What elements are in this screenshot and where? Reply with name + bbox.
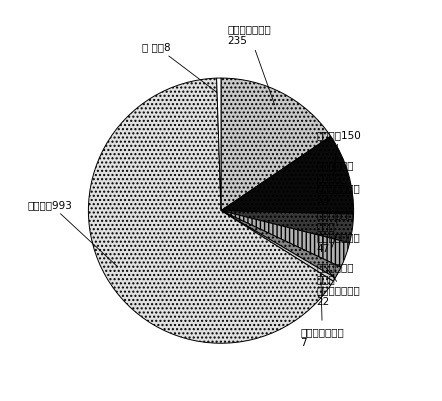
Text: 不 明，8: 不 明，8	[142, 43, 217, 93]
Text: 魚介類加工品，
7: 魚介類加工品， 7	[301, 274, 344, 348]
Text: 肉類及びその
加工品
（肉類＊１），
47: 肉類及びその 加工品 （肉類＊１）， 47	[316, 209, 360, 253]
Text: 複合調理食品，
235: 複合調理食品， 235	[228, 24, 275, 106]
Wedge shape	[221, 211, 350, 267]
Text: 穀類及びその
加工品
（穀類＊２），
22: 穀類及びその 加工品 （穀類＊２）， 22	[316, 261, 360, 306]
Wedge shape	[221, 211, 335, 282]
Wedge shape	[88, 79, 333, 343]
Wedge shape	[217, 79, 221, 211]
Wedge shape	[221, 211, 341, 278]
Text: その他，993: その他，993	[27, 200, 118, 267]
Wedge shape	[221, 137, 354, 215]
Text: 野菜類及びそ
の加工品
（野菜＊３），
53: 野菜類及びそ の加工品 （野菜＊３）， 53	[316, 160, 360, 224]
Wedge shape	[221, 79, 331, 211]
Text: 魚介類，150: 魚介類，150	[316, 130, 361, 176]
Wedge shape	[221, 211, 354, 243]
